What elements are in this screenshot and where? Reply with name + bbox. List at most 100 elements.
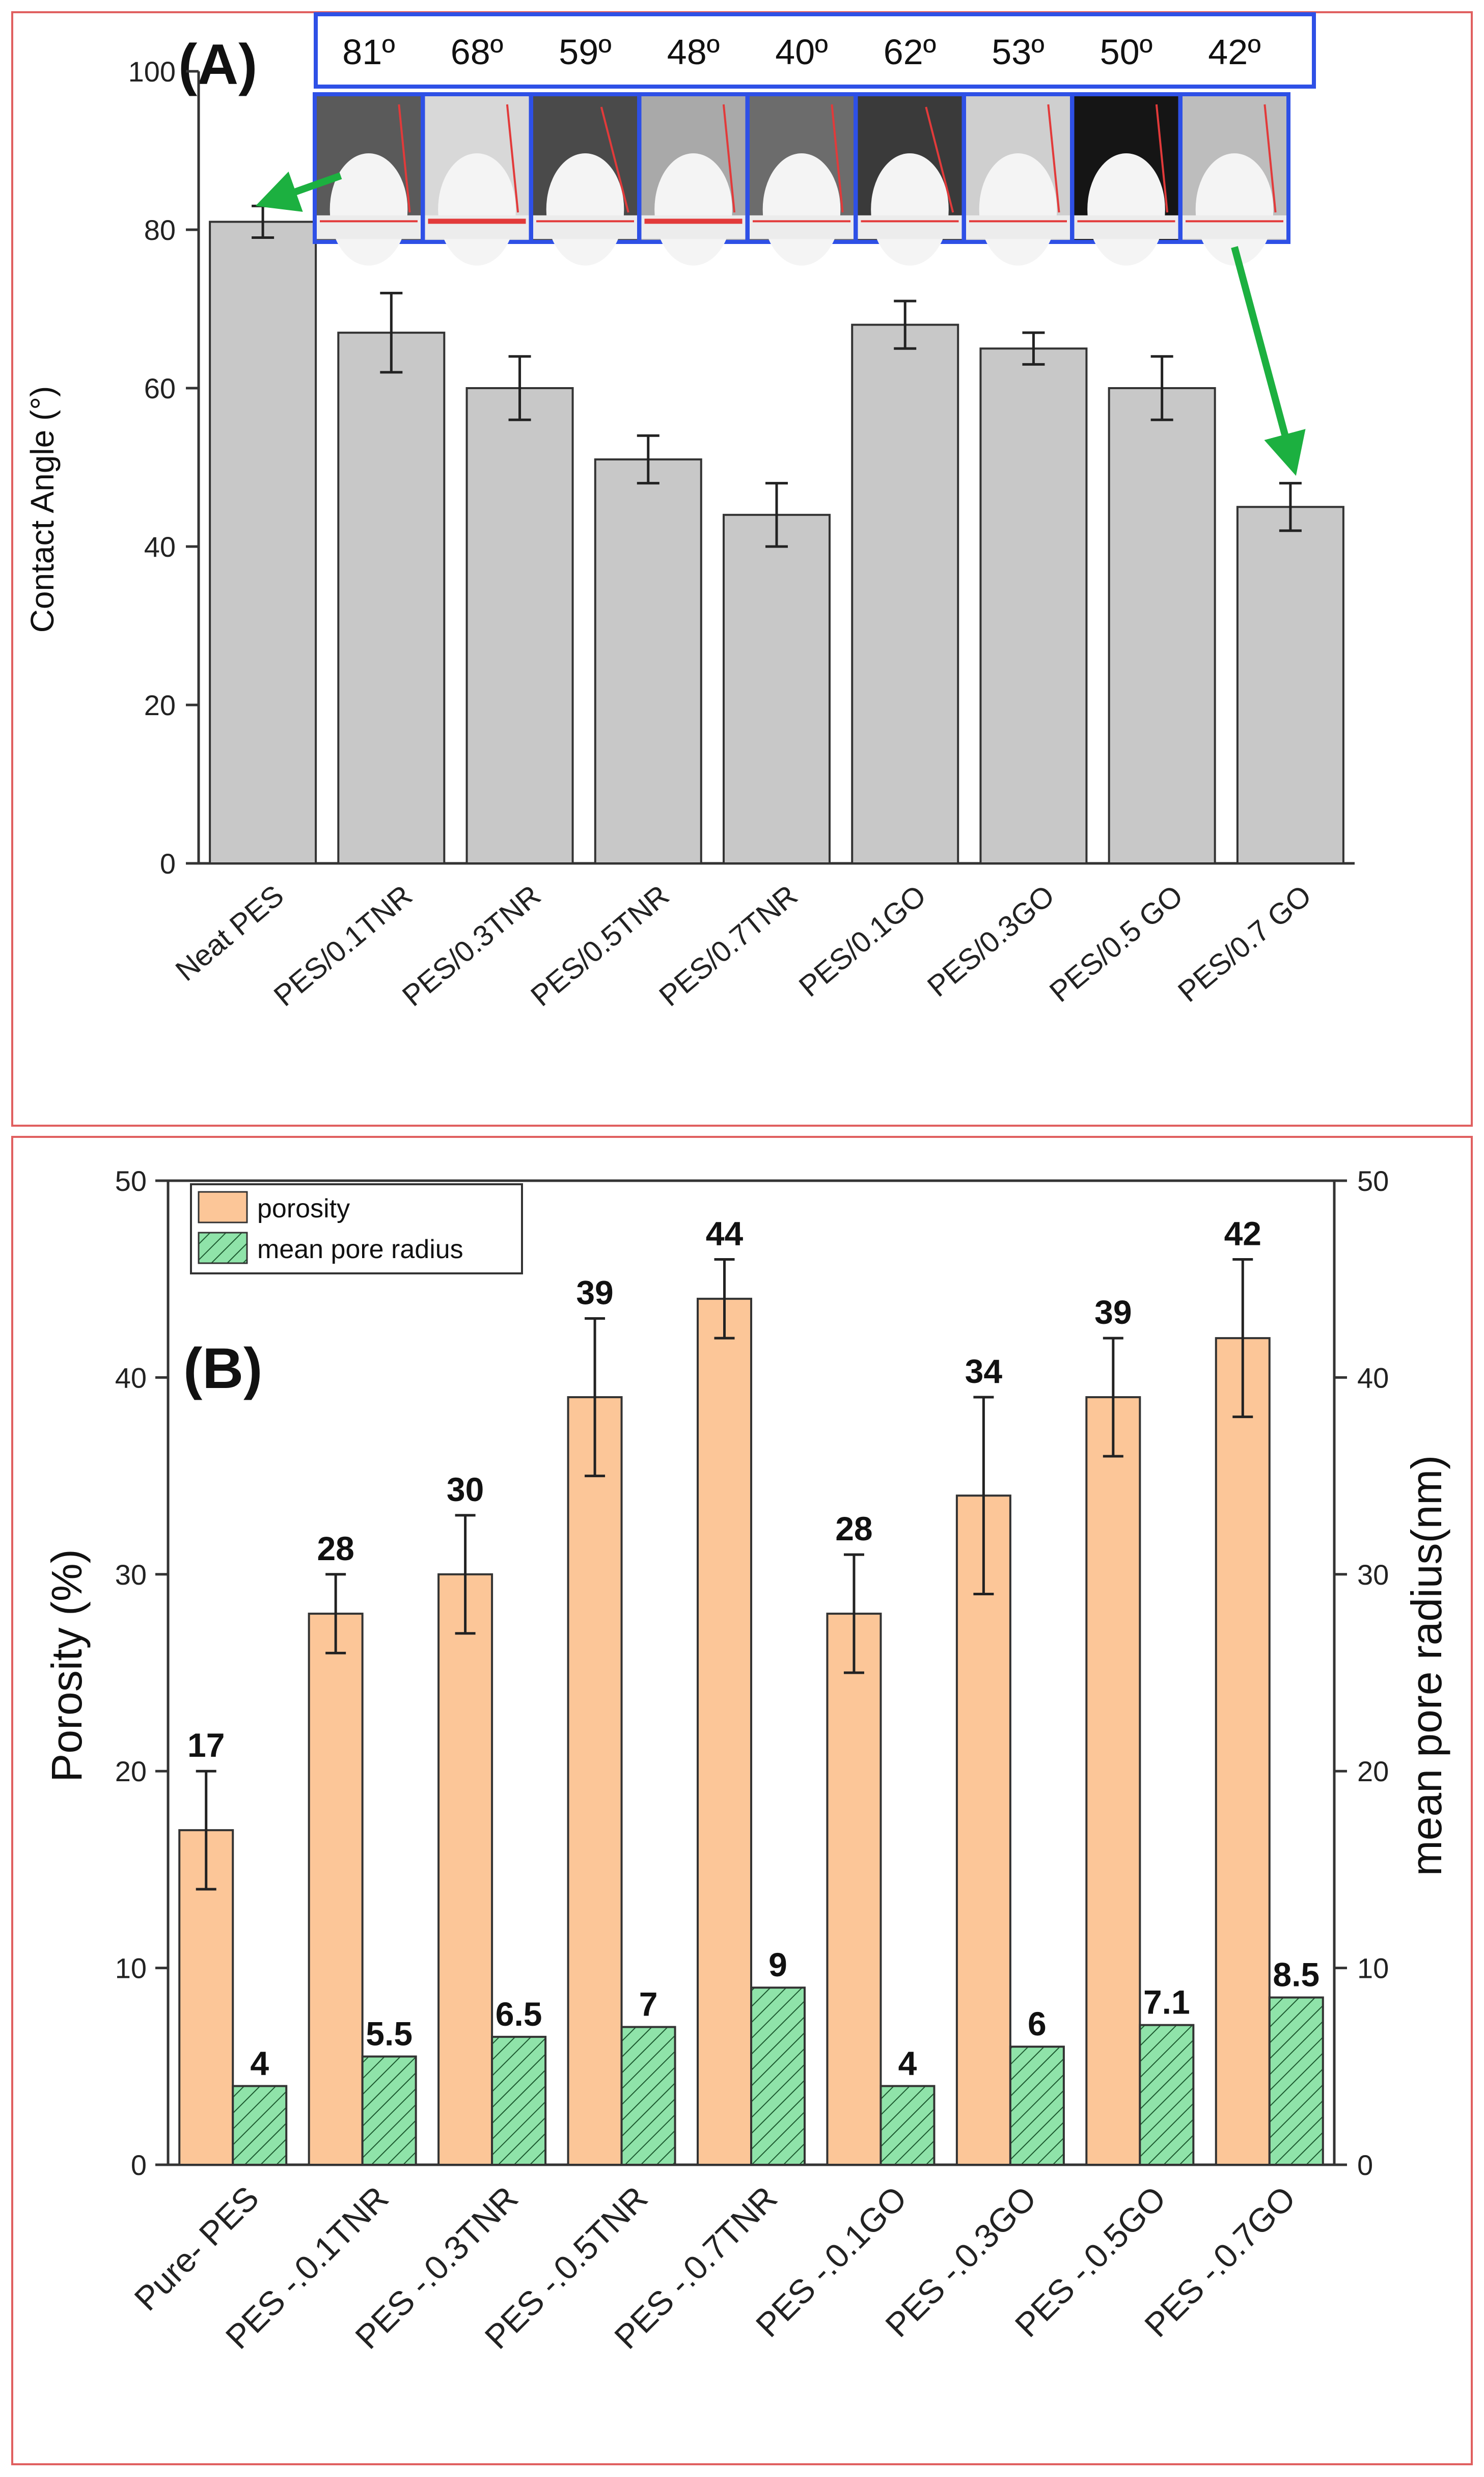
inset-angle-label: 81º	[342, 32, 395, 72]
panel-b-y-tick-label: 50	[115, 1165, 147, 1197]
droplet-shape	[654, 153, 732, 266]
panel-b-y2-tick-label: 0	[1357, 2149, 1373, 2181]
pore-radius-bar	[1009, 2046, 1065, 2166]
panel-a-y-axis-title: Contact Angle (°)	[24, 386, 61, 633]
panel-b-y2-tick-label: 40	[1357, 1362, 1389, 1394]
inset-angle-label: 68º	[451, 32, 503, 72]
inset-angle-label: 59º	[559, 32, 611, 72]
tangent-line	[600, 106, 629, 213]
pore-radius-data-label: 6	[1028, 2005, 1047, 2043]
panel-b-y-tick-label: 10	[115, 1952, 147, 1984]
panel-a-category-label: PES/0.1GO	[793, 879, 932, 1003]
legend-swatch-porosity	[198, 1191, 248, 1223]
porosity-bar	[308, 1613, 364, 2166]
substrate-shape	[533, 215, 637, 239]
tangent-line	[1263, 104, 1277, 213]
panel-b-y-tick-label: 20	[115, 1755, 147, 1787]
inset-angle-label: 50º	[1100, 32, 1152, 72]
panel-b-y2-tick-label: 30	[1357, 1559, 1389, 1591]
panel-a-y-tick-label: 100	[128, 56, 176, 88]
inset-droplet-image	[1178, 92, 1290, 266]
arrow-to-first-bar	[255, 171, 342, 212]
tangent-line	[1155, 104, 1169, 213]
panel-a-category-label: PES/0.5 GO	[1043, 879, 1189, 1009]
pore-radius-bar	[1139, 2024, 1195, 2166]
panel-b-y-tick-label: 0	[131, 2149, 147, 2181]
porosity-data-label: 39	[576, 1273, 613, 1311]
tangent-line	[831, 104, 844, 213]
porosity-data-label: 39	[1094, 1293, 1132, 1331]
tangent-line	[506, 104, 519, 213]
porosity-bar	[697, 1297, 752, 2166]
droplet-shape	[1087, 153, 1165, 266]
tangent-line	[722, 104, 736, 213]
panel-a-bar	[1108, 387, 1216, 864]
panel-a-y-tick-label: 40	[144, 531, 176, 563]
panel-a-bar	[723, 513, 831, 864]
inset-angle-label: 53º	[992, 32, 1044, 72]
pore-radius-bar	[750, 1986, 806, 2166]
pore-radius-data-label: 8.5	[1273, 1956, 1320, 1994]
droplet-shape	[546, 153, 624, 266]
panel-a-category-label: PES/0.7TNR	[653, 879, 804, 1013]
panel-a-label: (A)	[178, 33, 257, 96]
pore-radius-data-label: 9	[768, 1946, 787, 1983]
substrate-shape	[750, 215, 854, 239]
inset-angle-strip	[314, 12, 1316, 89]
panel-a-bar	[337, 332, 446, 864]
porosity-data-label: 44	[706, 1215, 744, 1253]
panel-a-bar	[1236, 506, 1344, 864]
legend-label-pore-radius: mean pore radius	[257, 1235, 463, 1264]
pore-radius-bar	[491, 2035, 547, 2166]
pore-radius-data-label: 7.1	[1143, 1983, 1190, 2021]
inset-droplet-image	[854, 92, 966, 266]
pore-radius-data-label: 4	[898, 2044, 917, 2082]
pore-radius-data-label: 4	[250, 2044, 269, 2082]
panel-b-y2-axis-title: mean pore radius(nm)	[1403, 1455, 1450, 1876]
panel-b-y2-tick-label: 20	[1357, 1755, 1389, 1787]
panel-a-y-tick-label: 60	[144, 372, 176, 404]
pore-radius-bar	[361, 2055, 417, 2166]
panel-a-bar	[465, 387, 574, 864]
panel-a-bar	[209, 221, 317, 865]
arrow-to-last-bar	[1231, 246, 1306, 476]
porosity-bar	[567, 1396, 623, 2166]
porosity-bar	[955, 1494, 1011, 2166]
porosity-data-label: 42	[1224, 1215, 1261, 1253]
tangent-line	[925, 106, 954, 213]
pore-radius-data-label: 7	[639, 1985, 658, 2023]
substrate-shape	[1183, 215, 1286, 239]
pore-radius-bar	[1268, 1996, 1324, 2166]
porosity-bar	[826, 1613, 882, 2166]
inset-droplet-image	[637, 92, 750, 266]
porosity-data-label: 30	[447, 1471, 484, 1508]
porosity-data-label: 17	[187, 1726, 225, 1764]
inset-angle-label: 40º	[775, 32, 828, 72]
droplet-shape	[871, 153, 949, 266]
panel-b-y-tick-label: 40	[115, 1362, 147, 1394]
droplet-shape	[762, 153, 841, 266]
substrate-shape	[1074, 215, 1178, 239]
panel-a-category-label: PES/0.3TNR	[396, 879, 547, 1013]
legend-swatch-pore-radius	[198, 1232, 248, 1264]
inset-droplet-image	[1070, 92, 1183, 266]
inset-angle-label: 62º	[884, 32, 936, 72]
porosity-data-label: 28	[835, 1510, 872, 1547]
panel-b-category-label: Pure- PES	[127, 2179, 266, 2318]
droplet-shape	[438, 153, 516, 266]
panel-a-bar	[851, 323, 959, 864]
inset-droplet-image	[529, 92, 641, 266]
pore-radius-bar	[232, 2085, 288, 2166]
panel-a-category-label: PES/0.5TNR	[525, 879, 675, 1013]
droplet-shape	[329, 153, 408, 266]
pore-radius-data-label: 6.5	[496, 1995, 542, 2033]
pore-radius-bar	[880, 2085, 936, 2166]
panel-b-y2-tick-label: 10	[1357, 1952, 1389, 1984]
inset-angle-label: 48º	[667, 32, 720, 72]
panel-b-y-axis-title: Porosity (%)	[43, 1549, 91, 1782]
panel-a-y-tick-label: 0	[160, 848, 176, 880]
legend-label-porosity: porosity	[257, 1194, 350, 1223]
panel-b-frame	[11, 1136, 1473, 2465]
porosity-data-label: 28	[317, 1530, 354, 1567]
